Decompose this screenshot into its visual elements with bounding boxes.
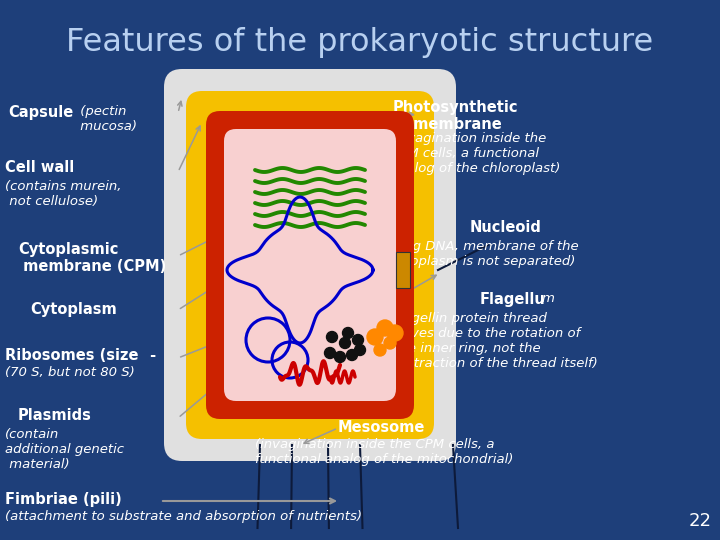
Text: (ring DNA, membrane of the
cytoplasm is not separated): (ring DNA, membrane of the cytoplasm is … — [390, 240, 579, 268]
Circle shape — [346, 349, 358, 361]
Text: Plasmids: Plasmids — [18, 408, 92, 423]
FancyBboxPatch shape — [206, 111, 414, 419]
Circle shape — [377, 320, 393, 336]
Circle shape — [340, 338, 351, 348]
Text: (attachment to substrate and absorption of nutrients): (attachment to substrate and absorption … — [5, 510, 362, 523]
FancyBboxPatch shape — [224, 129, 396, 401]
Text: Cytoplasm: Cytoplasm — [30, 302, 117, 317]
Text: Photosynthetic
 membrane: Photosynthetic membrane — [392, 100, 518, 132]
Text: Cell wall: Cell wall — [5, 160, 74, 175]
Circle shape — [325, 348, 336, 359]
Text: -: - — [145, 348, 156, 363]
Text: 22: 22 — [689, 512, 712, 530]
Text: Features of the prokaryotic structure: Features of the prokaryotic structure — [66, 26, 654, 57]
Text: (flagellin protein thread
moves due to the rotation of
 the inner ring, not the
: (flagellin protein thread moves due to t… — [390, 312, 598, 370]
Text: m: m — [542, 292, 555, 305]
Text: Capsule: Capsule — [8, 105, 73, 120]
Text: (contain
additional genetic
 material): (contain additional genetic material) — [5, 428, 124, 471]
Circle shape — [384, 337, 396, 349]
Text: (contains murein,
 not cellulose): (contains murein, not cellulose) — [5, 180, 122, 208]
Text: (70 S, but not 80 S): (70 S, but not 80 S) — [5, 366, 135, 379]
Text: Nucleoid: Nucleoid — [470, 220, 542, 235]
Text: (invagination inside the CPM cells, a
functional analog of the mitochondrial): (invagination inside the CPM cells, a fu… — [255, 438, 513, 466]
Circle shape — [374, 344, 386, 356]
Text: Cytoplasmic
 membrane (CPM): Cytoplasmic membrane (CPM) — [18, 242, 166, 274]
Text: Ribosomes (size: Ribosomes (size — [5, 348, 138, 363]
Circle shape — [343, 327, 354, 339]
Bar — [396, 252, 410, 288]
Text: Fimbriae (pili): Fimbriae (pili) — [5, 492, 122, 507]
Text: (invagination inside the
CPM cells, a functional
analog of the chloroplast): (invagination inside the CPM cells, a fu… — [390, 132, 560, 175]
Text: (pectin
 mucosa): (pectin mucosa) — [76, 105, 137, 133]
Circle shape — [354, 345, 366, 355]
Circle shape — [335, 352, 346, 362]
Circle shape — [367, 329, 383, 345]
FancyBboxPatch shape — [186, 91, 434, 439]
Circle shape — [326, 332, 338, 342]
Text: Flagellu: Flagellu — [480, 292, 546, 307]
Circle shape — [353, 334, 364, 346]
Text: Mesosome: Mesosome — [338, 420, 426, 435]
FancyBboxPatch shape — [164, 69, 456, 461]
Circle shape — [387, 325, 403, 341]
